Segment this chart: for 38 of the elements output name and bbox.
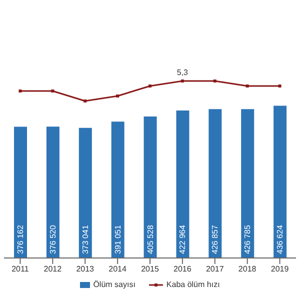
x-tick-label: 2011 [12,264,30,274]
bar [111,122,124,258]
point [278,84,282,88]
bar [46,126,60,258]
x-tick-label: 2014 [108,264,128,274]
legend-label: Ölüm sayısı [93,280,136,289]
data-label: 376 162 [16,224,25,254]
point [246,84,249,88]
data-label: 426 857 [210,224,220,254]
bar [208,109,222,258]
data-label: 436 624 [276,224,285,254]
data-label: 426 785 [243,224,252,254]
data-label: 422 964 [178,224,188,254]
bar [144,116,157,258]
point [51,90,54,92]
bar [78,128,92,258]
point [116,94,120,98]
point [180,80,184,82]
bar [274,106,287,258]
legend-label: Kaba ölüm hızı [166,280,220,289]
x-tick-label: 2012 [44,264,62,274]
data-label: 373 041 [80,224,90,254]
x-tick-label: 2017 [206,264,224,274]
x-tick-label: 2019 [270,264,290,274]
x-tick-label: 2013 [76,264,95,274]
x-tick-label: 2018 [238,264,257,274]
bar [241,109,254,258]
annotation: 5,3 [176,68,189,78]
point [18,90,22,92]
data-label: 376 520 [48,224,58,254]
point [213,80,216,82]
bar [176,110,190,258]
data-label: 405 528 [146,224,155,254]
bar [14,126,27,258]
data-label: 391 051 [113,224,122,254]
point [84,100,87,102]
x-tick-label: 2016 [174,264,192,274]
x-tick-label: 2015 [141,264,160,274]
